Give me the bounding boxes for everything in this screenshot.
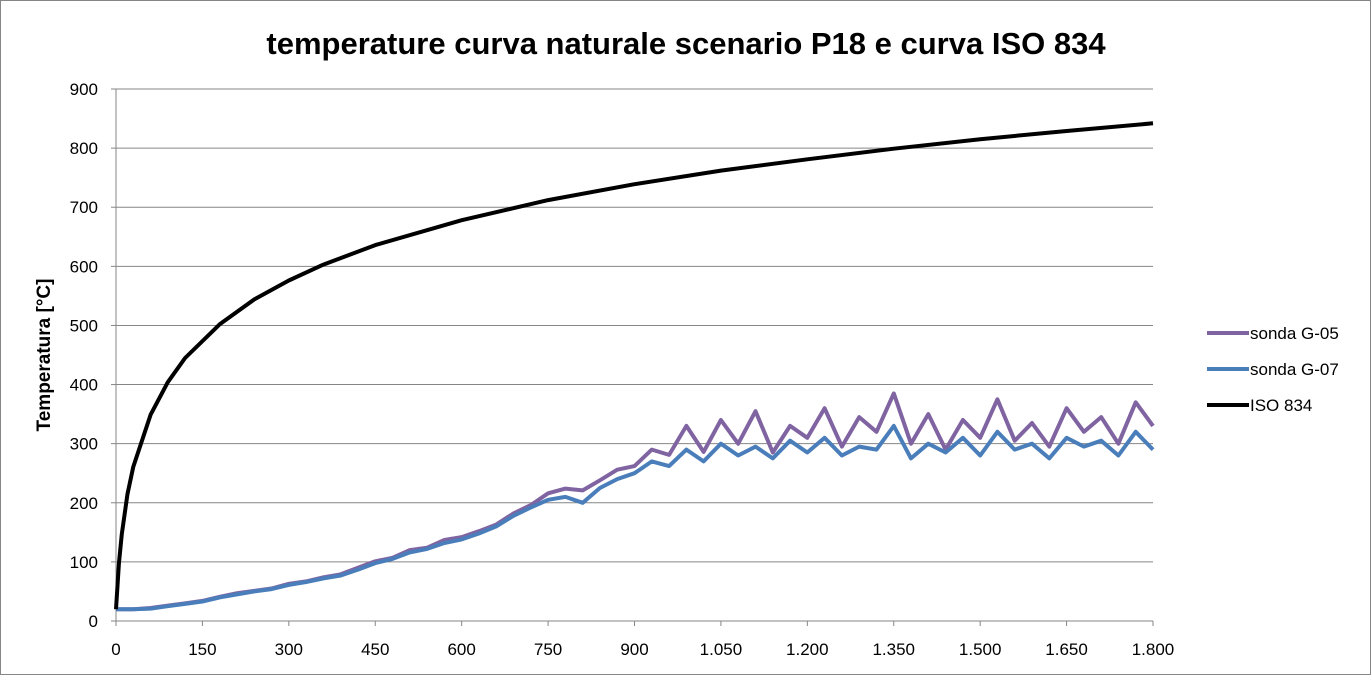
- y-tick-label: 600: [70, 257, 98, 276]
- x-tick-label: 450: [361, 640, 389, 659]
- y-tick-label: 0: [89, 612, 98, 631]
- y-tick-label: 500: [70, 316, 98, 335]
- x-tick-label: 600: [447, 640, 475, 659]
- x-tick-label: 900: [620, 640, 648, 659]
- series-line-sonda-g-05: [116, 391, 1155, 612]
- x-tick-label: 750: [534, 640, 562, 659]
- chart-title: temperature curva naturale scenario P18 …: [266, 26, 1106, 61]
- y-tick-label: 100: [70, 553, 98, 572]
- series-line-iso-834: [114, 121, 1154, 610]
- x-tick-label: 0: [111, 640, 120, 659]
- legend-label: ISO 834: [1250, 396, 1312, 415]
- x-tick-label: 300: [275, 640, 303, 659]
- legend-label: sonda G-05: [1250, 324, 1339, 343]
- x-tick-label: 1.050: [700, 640, 743, 659]
- y-axis-label: Temperatura [°C]: [34, 279, 55, 432]
- x-tick-label: 1.350: [872, 640, 915, 659]
- x-tick-label: 1.200: [786, 640, 829, 659]
- series-line-sonda-g-07: [116, 423, 1155, 612]
- x-tick-label: 1.800: [1132, 640, 1175, 659]
- y-tick-label: 400: [70, 376, 98, 395]
- y-tick-label: 900: [70, 80, 98, 99]
- y-tick-label: 700: [70, 198, 98, 217]
- y-tick-label: 200: [70, 494, 98, 513]
- y-tick-label: 300: [70, 435, 98, 454]
- legend-label: sonda G-07: [1250, 360, 1339, 379]
- y-tick-label: 800: [70, 139, 98, 158]
- x-tick-label: 150: [188, 640, 216, 659]
- x-tick-label: 1.650: [1045, 640, 1088, 659]
- x-tick-label: 1.500: [959, 640, 1002, 659]
